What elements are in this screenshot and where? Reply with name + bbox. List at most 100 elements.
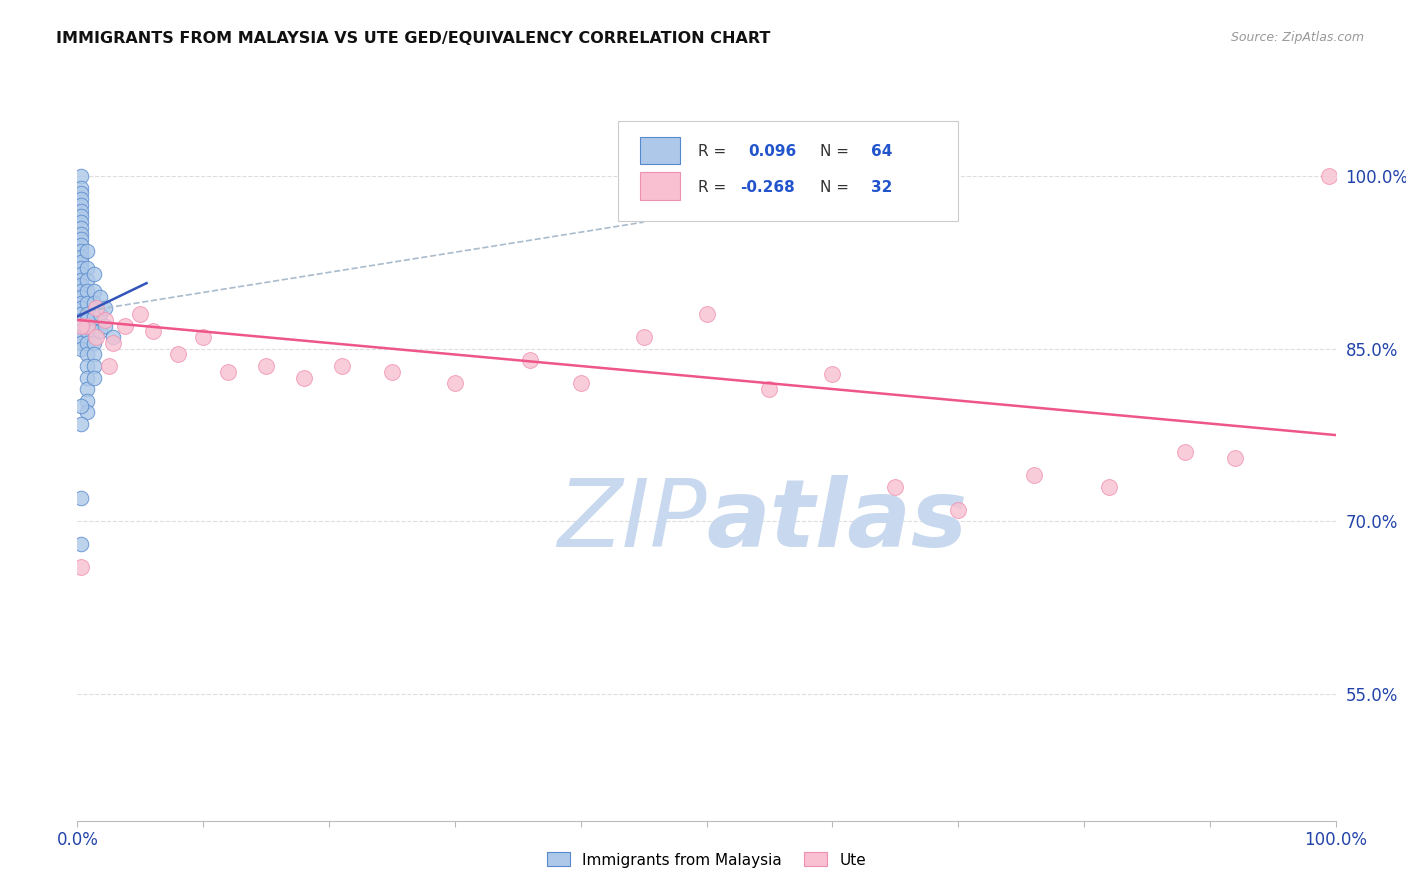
Point [70,180,93,194]
Point [821,367,844,381]
FancyBboxPatch shape [640,172,681,200]
Point [76,393,98,408]
Point [83,359,105,373]
Point [884,480,907,494]
Point [70,210,93,224]
Point [70,318,93,333]
Point [70,560,93,574]
Point [76,273,98,287]
Point [191,330,215,344]
Point [948,503,970,517]
Point [83,325,105,339]
Point [70,342,93,356]
Point [1098,480,1121,494]
Point [84,330,107,344]
Point [1174,445,1197,459]
Point [70,220,93,235]
Point [70,325,93,339]
Point [83,370,105,384]
Point [1223,451,1246,466]
Point [70,203,93,218]
Point [142,325,165,339]
Text: R =: R = [697,145,731,160]
Point [569,376,592,391]
Point [381,365,404,379]
Point [76,382,98,396]
Point [70,255,93,269]
Point [76,284,98,298]
Point [94,301,117,316]
Point [83,267,105,281]
Point [76,307,98,321]
Point [70,330,93,344]
FancyBboxPatch shape [619,121,959,221]
Point [70,537,93,551]
Point [70,313,93,327]
Point [696,307,718,321]
Point [76,295,98,310]
Point [70,295,93,310]
Point [70,278,93,293]
Point [89,290,111,304]
Point [83,310,105,324]
Point [76,347,98,361]
Point [70,318,93,333]
Text: IMMIGRANTS FROM MALAYSIA VS UTE GED/EQUIVALENCY CORRELATION CHART: IMMIGRANTS FROM MALAYSIA VS UTE GED/EQUI… [56,31,770,46]
Point [70,491,93,506]
Point [70,250,93,264]
Point [70,261,93,276]
Legend: Immigrants from Malaysia, Ute: Immigrants from Malaysia, Ute [540,847,873,873]
Point [70,301,93,316]
Point [129,307,152,321]
Text: 0.096: 0.096 [748,145,796,160]
Point [94,313,117,327]
Point [83,284,105,298]
Point [70,336,93,351]
Point [76,318,98,333]
Point [76,359,98,373]
Point [1319,169,1341,183]
Text: 64: 64 [872,145,893,160]
Point [70,198,93,212]
Point [70,169,93,183]
Point [330,359,353,373]
Point [70,215,93,229]
Point [758,382,780,396]
Point [70,267,93,281]
Point [70,307,93,321]
Point [70,244,93,258]
Point [84,301,107,316]
Point [217,365,239,379]
Point [292,370,315,384]
Point [89,325,111,339]
Point [70,238,93,252]
Text: -0.268: -0.268 [741,180,796,195]
Text: N =: N = [820,145,853,160]
Point [70,284,93,298]
Point [633,330,655,344]
Point [83,336,105,351]
Text: atlas: atlas [707,475,967,567]
Point [167,347,190,361]
Point [70,227,93,241]
FancyBboxPatch shape [640,136,681,164]
Point [76,336,98,351]
Text: ZIP: ZIP [557,475,707,566]
Point [76,261,98,276]
Point [101,330,124,344]
Point [114,318,136,333]
Text: R =: R = [697,180,731,195]
Point [70,192,93,206]
Point [83,295,105,310]
Point [254,359,277,373]
Point [83,347,105,361]
Point [89,307,111,321]
Point [97,359,120,373]
Point [70,232,93,246]
Text: Source: ZipAtlas.com: Source: ZipAtlas.com [1230,31,1364,45]
Point [76,244,98,258]
Point [519,353,541,368]
Point [70,290,93,304]
Point [70,186,93,201]
Point [444,376,467,391]
